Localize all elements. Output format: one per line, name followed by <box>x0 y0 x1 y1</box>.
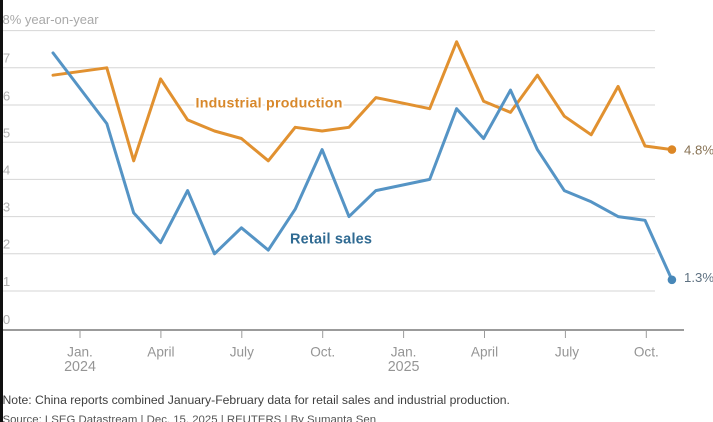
svg-text:0: 0 <box>3 312 10 327</box>
svg-text:2024: 2024 <box>64 359 96 375</box>
svg-text:4.8%: 4.8% <box>684 143 713 158</box>
svg-text:6: 6 <box>3 89 10 104</box>
svg-text:8% year-on-year: 8% year-on-year <box>3 12 100 27</box>
svg-text:Industrial production: Industrial production <box>196 96 343 112</box>
svg-text:1.3%: 1.3% <box>684 270 713 285</box>
svg-text:Oct.: Oct. <box>310 344 335 359</box>
svg-text:July: July <box>230 344 254 359</box>
svg-text:2: 2 <box>3 237 10 252</box>
svg-text:7: 7 <box>3 51 10 66</box>
svg-text:Oct.: Oct. <box>634 344 659 359</box>
svg-text:3: 3 <box>3 200 10 215</box>
svg-text:5: 5 <box>3 126 10 141</box>
svg-text:Source: LSEG Datastream | Dec.: Source: LSEG Datastream | Dec. 15, 2025 … <box>3 414 377 422</box>
svg-text:Jan.: Jan. <box>67 344 93 359</box>
svg-text:1: 1 <box>3 274 10 289</box>
svg-text:Jan.: Jan. <box>391 344 417 359</box>
svg-text:April: April <box>471 344 498 359</box>
svg-text:2025: 2025 <box>388 359 420 375</box>
svg-text:4: 4 <box>3 163 10 178</box>
svg-text:July: July <box>555 344 579 359</box>
svg-text:Retail sales: Retail sales <box>290 232 372 248</box>
svg-text:Note: China reports combined J: Note: China reports combined January-Feb… <box>3 393 510 407</box>
svg-text:April: April <box>147 344 174 359</box>
